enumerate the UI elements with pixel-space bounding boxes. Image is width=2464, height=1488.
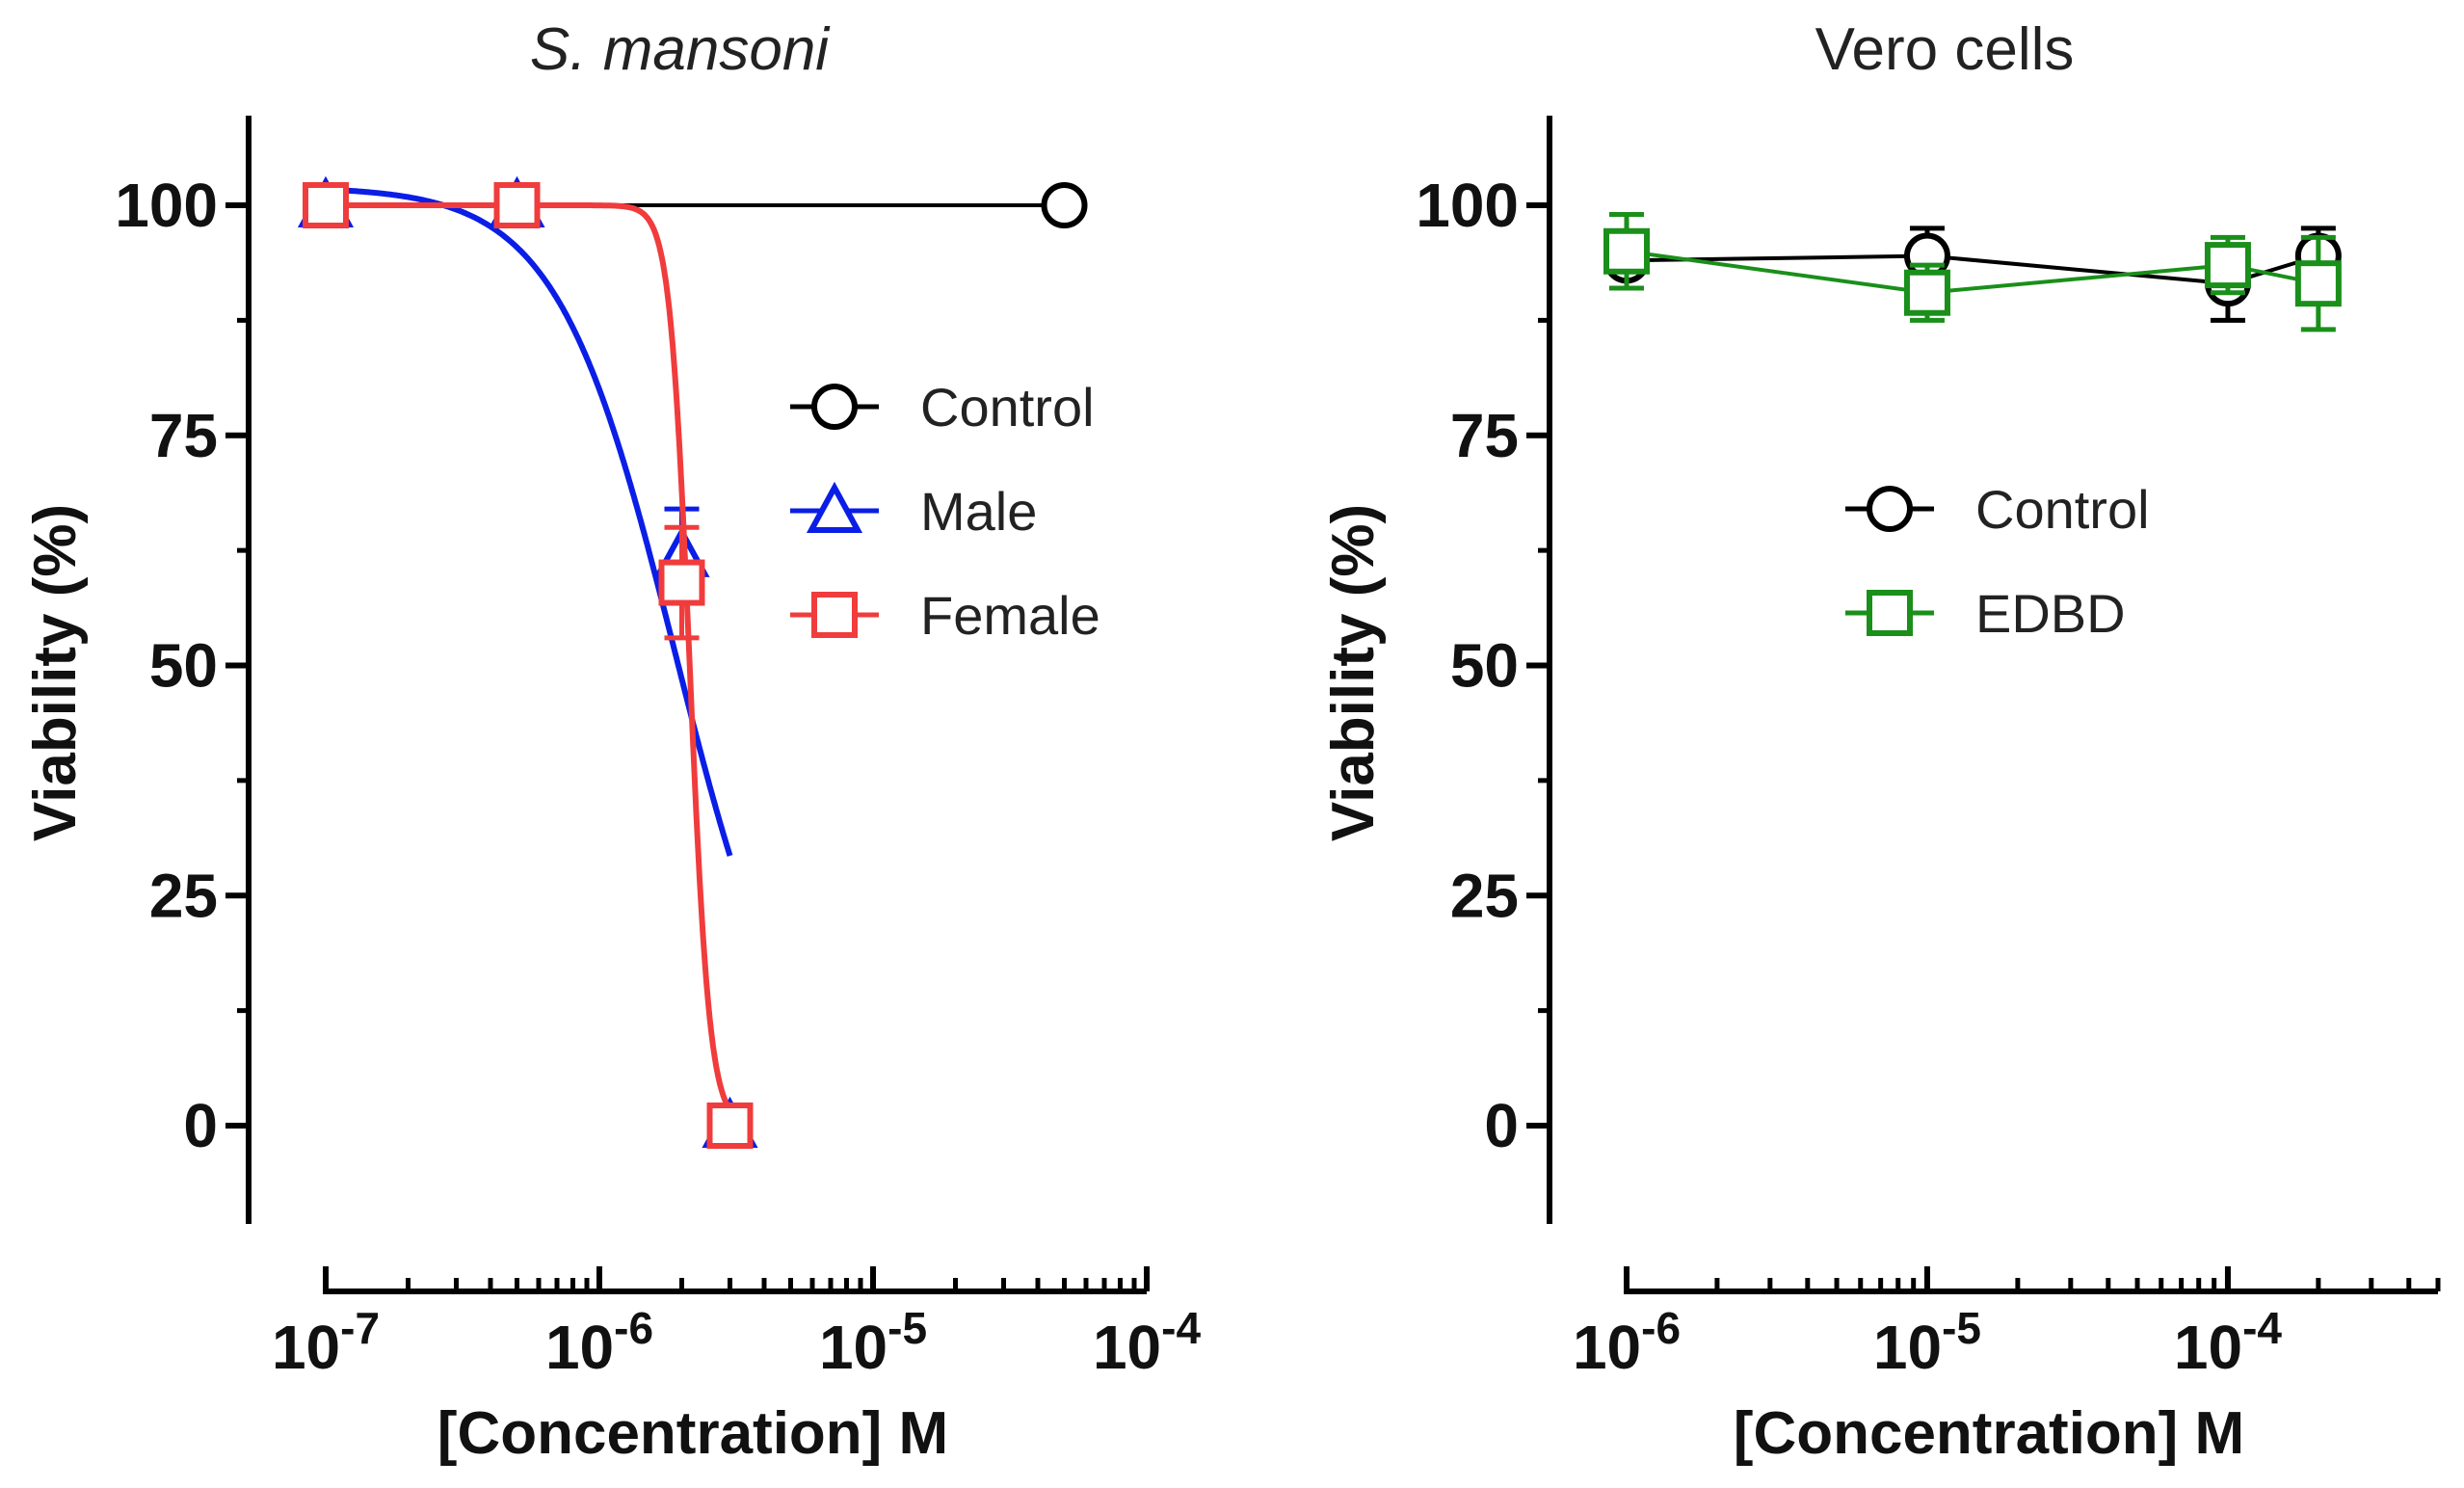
- data-point-female: [303, 182, 349, 228]
- y-axis-label: Viability (%): [1320, 504, 1387, 841]
- series-line-control: [1626, 253, 2319, 286]
- data-point-edbd: [1603, 227, 1650, 275]
- legend-marker-female: [811, 592, 858, 638]
- x-tick-label-7: 10-7: [272, 1303, 380, 1382]
- legend-marker-control: [811, 384, 858, 430]
- y-tick-label-50: 50: [149, 631, 218, 701]
- x-tick-label-6: 10-6: [1573, 1303, 1681, 1382]
- series-female: [303, 182, 754, 1149]
- x-tick-label-6: 10-6: [545, 1303, 653, 1382]
- y-tick-label-0: 0: [1484, 1091, 1519, 1160]
- legend-label-edbd: EDBD: [1975, 583, 2126, 644]
- y-tick-label-100: 100: [115, 171, 218, 240]
- x-axis-label: [Concentration] M: [437, 1400, 948, 1467]
- y-tick-label-75: 75: [149, 401, 218, 470]
- data-point-female: [658, 559, 705, 606]
- data-point-female: [706, 1103, 754, 1149]
- legend-label-control: Control: [1975, 479, 2150, 540]
- legend-label-control: Control: [920, 377, 1095, 438]
- legend-label-female: Female: [920, 585, 1100, 646]
- data-point-edbd: [2294, 260, 2342, 307]
- legend-marker-edbd: [1867, 590, 1913, 636]
- y-tick-label-50: 50: [1450, 631, 1519, 701]
- x-tick-label-5: 10-5: [819, 1303, 927, 1382]
- y-tick-label-0: 0: [183, 1091, 218, 1160]
- x-tick-label-4: 10-4: [1093, 1303, 1202, 1382]
- chart-panel-vero-cells: Vero cells 0 25 50 75 100 Viability (%) 10-6 10-…: [1320, 16, 2441, 1467]
- data-point-edbd: [1903, 269, 1950, 316]
- data-point-female: [493, 182, 541, 228]
- y-tick-label-25: 25: [149, 861, 218, 930]
- chart-title: S. mansoni: [530, 16, 831, 83]
- legend-marker-male: [806, 481, 863, 533]
- legend-label-male: Male: [920, 481, 1037, 542]
- chart-panel-s-mansoni: S. mansoni 0 25 50 75 100 Viability (%) 10-7 10-…: [22, 16, 1201, 1467]
- x-axis-label: [Concentration] M: [1734, 1400, 2244, 1467]
- y-tick-label-25: 25: [1450, 861, 1519, 930]
- y-tick-label-100: 100: [1416, 171, 1519, 240]
- chart-title: Vero cells: [1815, 16, 2075, 83]
- y-tick-label-75: 75: [1450, 401, 1519, 470]
- data-point-control: [1041, 182, 1088, 228]
- x-tick-label-5: 10-5: [1873, 1303, 1981, 1382]
- x-tick-label-4: 10-4: [2174, 1303, 2283, 1382]
- series-edbd: [1603, 212, 2342, 332]
- legend-marker-control: [1867, 486, 1913, 532]
- series-male: [297, 175, 758, 1148]
- series-line-female: [326, 202, 733, 1112]
- data-point-edbd: [2204, 242, 2251, 289]
- y-axis-label: Viability (%): [22, 504, 89, 841]
- series-line-edbd: [1626, 249, 2319, 295]
